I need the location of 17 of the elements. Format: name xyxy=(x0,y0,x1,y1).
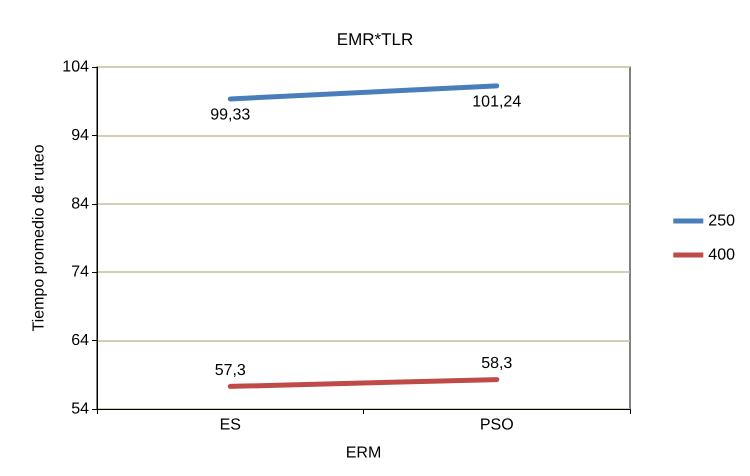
x-tick-label: ES xyxy=(220,416,241,434)
y-tick-label: 64 xyxy=(71,332,90,350)
data-label: 57,3 xyxy=(214,362,246,379)
y-tick-label: 54 xyxy=(71,400,90,418)
y-axis-title: Tiempo promedio de ruteo xyxy=(30,144,48,332)
y-tick-label: 84 xyxy=(71,195,90,212)
data-label: 99,33 xyxy=(210,106,250,124)
x-axis-title: ERM xyxy=(346,444,382,462)
chart-title: EMR*TLR xyxy=(336,30,414,49)
y-tick-label: 94 xyxy=(71,126,90,144)
data-label: 58,3 xyxy=(481,355,512,372)
data-label: 101,24 xyxy=(472,93,522,110)
legend-label: 400 xyxy=(708,246,736,264)
x-tick-label: PSO xyxy=(480,416,514,434)
legend-label: 250 xyxy=(708,212,736,230)
y-tick-label: 104 xyxy=(62,58,90,76)
y-tick-label: 74 xyxy=(71,264,90,281)
